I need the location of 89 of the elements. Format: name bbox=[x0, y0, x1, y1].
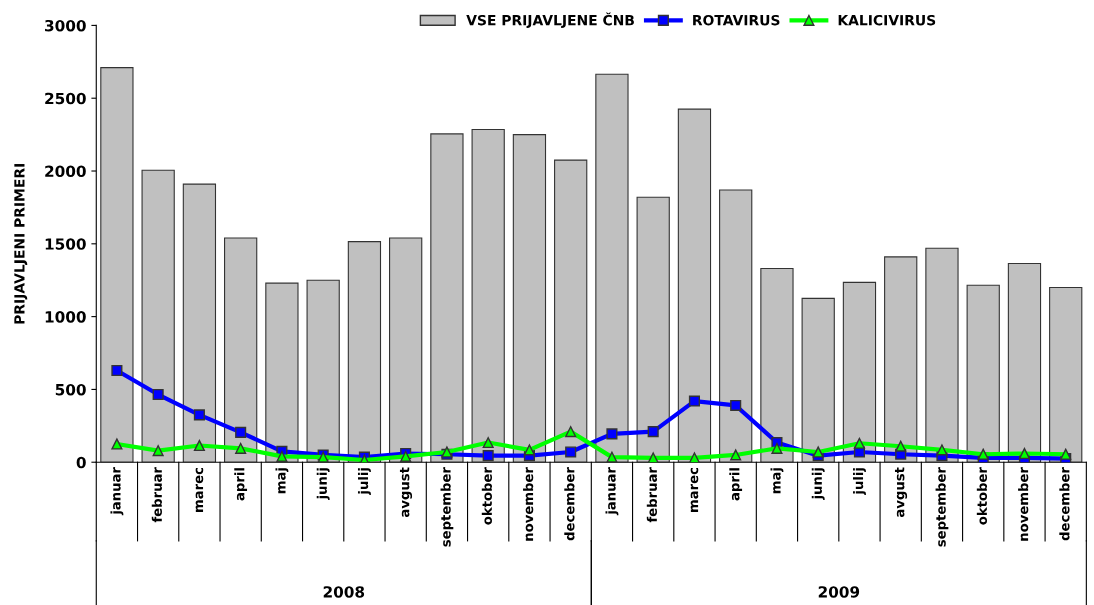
point bbox=[276, 450, 288, 462]
point bbox=[193, 439, 205, 452]
bar bbox=[430, 133, 464, 463]
x-tick-label: december bbox=[1059, 467, 1070, 541]
bar bbox=[471, 128, 505, 463]
point bbox=[977, 448, 989, 460]
legend-label: KALICIVIRUS bbox=[838, 14, 936, 26]
x-tick-label: september bbox=[935, 467, 949, 547]
y-tick-label: 3000 bbox=[45, 19, 86, 32]
x-tick-label: marec bbox=[195, 467, 204, 512]
bar bbox=[265, 282, 299, 463]
point bbox=[111, 364, 123, 377]
y-tick-label: 1500 bbox=[45, 238, 86, 250]
bar bbox=[966, 284, 1000, 463]
bar bbox=[677, 108, 712, 463]
x-tick-label: junij bbox=[316, 468, 330, 500]
x-tick-label: maj bbox=[275, 468, 289, 494]
bar bbox=[719, 189, 753, 463]
x-tick-label: februar bbox=[151, 467, 162, 523]
point bbox=[565, 446, 577, 458]
point bbox=[111, 438, 123, 450]
point bbox=[523, 444, 535, 456]
point bbox=[812, 446, 824, 458]
y-tick-label: 1000 bbox=[45, 311, 86, 323]
x-tick-label: november bbox=[523, 467, 534, 541]
x-tick-label: julij bbox=[357, 468, 371, 496]
point bbox=[853, 437, 866, 449]
x-tick-label: november bbox=[1018, 467, 1029, 541]
bar bbox=[512, 134, 547, 463]
y-tick-label: 2500 bbox=[45, 92, 86, 105]
bar bbox=[100, 67, 134, 463]
text: 2009 bbox=[818, 586, 860, 598]
x-tick-label: avgust bbox=[894, 467, 908, 518]
legend-label: VSE PRIJAVLJENE ČNB bbox=[466, 12, 634, 29]
bar bbox=[760, 268, 794, 463]
point bbox=[1018, 447, 1031, 460]
point bbox=[482, 450, 494, 462]
point bbox=[895, 440, 907, 452]
bar bbox=[347, 241, 382, 463]
y-tick-label: 2000 bbox=[45, 165, 86, 178]
point bbox=[606, 428, 618, 440]
point bbox=[1060, 448, 1072, 460]
bar bbox=[1049, 286, 1083, 463]
bar bbox=[389, 237, 423, 463]
point bbox=[482, 437, 494, 449]
point bbox=[565, 426, 577, 438]
x-tick-label: januar bbox=[605, 467, 619, 516]
point bbox=[730, 399, 742, 411]
bar bbox=[182, 183, 217, 463]
x-tick-label: april bbox=[234, 468, 248, 501]
bar bbox=[801, 297, 835, 463]
x-tick-label: december bbox=[564, 467, 575, 541]
x-tick-label: februar bbox=[646, 467, 658, 523]
x-tick-label: januar bbox=[110, 467, 124, 516]
bar bbox=[595, 73, 629, 463]
point bbox=[771, 442, 783, 454]
y-tick-label: 0 bbox=[76, 456, 86, 469]
y-axis-title: PRIJAVLJENI PRIMERI bbox=[14, 164, 28, 324]
point bbox=[647, 426, 659, 438]
bar bbox=[141, 169, 175, 463]
x-tick-label: maj bbox=[770, 468, 784, 494]
x-tick-label: julij bbox=[853, 468, 866, 496]
legend-label: ROTAVIRUS bbox=[693, 14, 780, 26]
point bbox=[730, 449, 742, 461]
x-tick-label: avgust bbox=[399, 467, 413, 518]
point bbox=[235, 426, 247, 438]
bar bbox=[884, 256, 918, 463]
bar bbox=[925, 247, 959, 463]
x-tick-label: september bbox=[440, 467, 454, 547]
point bbox=[688, 395, 700, 407]
point bbox=[606, 451, 618, 463]
point bbox=[193, 409, 205, 421]
x-tick-label: junij bbox=[811, 468, 825, 500]
y-tick-label: 500 bbox=[55, 383, 86, 396]
point bbox=[936, 444, 948, 456]
bar bbox=[224, 237, 258, 463]
bar bbox=[306, 279, 340, 463]
x-tick-label: oktober bbox=[976, 467, 988, 525]
point bbox=[152, 445, 164, 457]
bar bbox=[554, 159, 588, 463]
bar bbox=[842, 281, 877, 463]
x-tick-label: oktober bbox=[481, 467, 492, 525]
point bbox=[235, 442, 247, 454]
bar bbox=[636, 196, 670, 463]
point bbox=[152, 388, 164, 401]
x-tick-label: april bbox=[729, 468, 743, 501]
text: 2008 bbox=[323, 586, 365, 598]
x-tick-label: marec bbox=[690, 467, 699, 512]
bar bbox=[1007, 262, 1042, 463]
